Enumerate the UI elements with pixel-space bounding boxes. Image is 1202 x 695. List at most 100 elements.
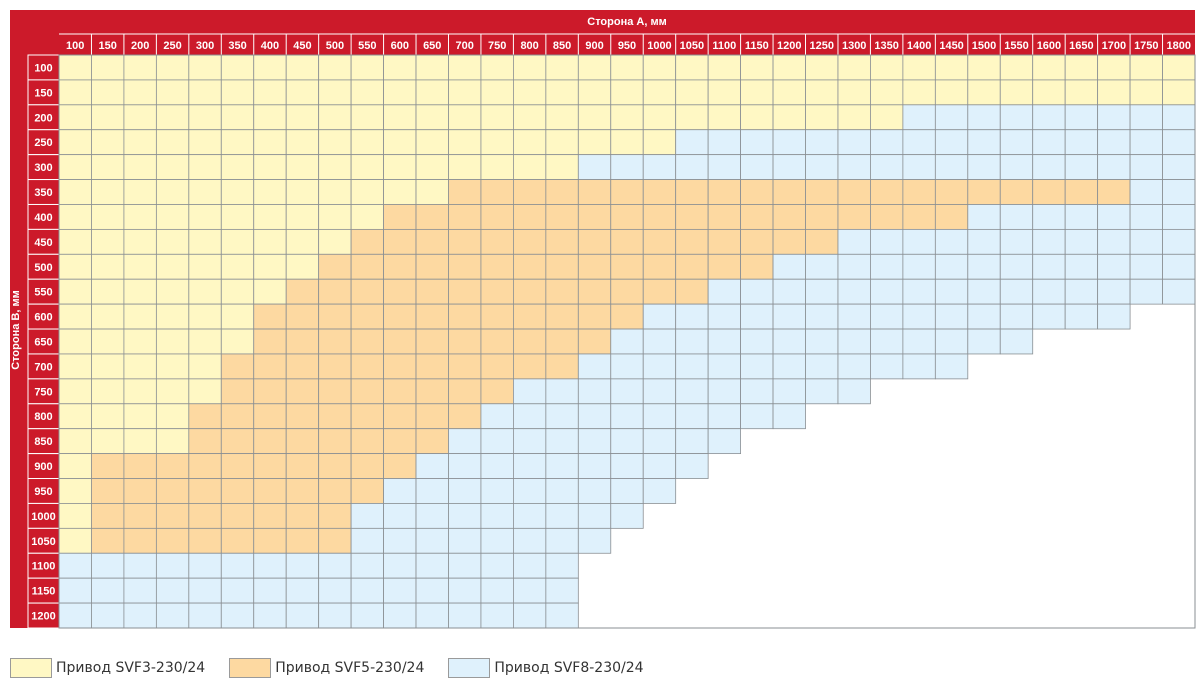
cell-svf5	[513, 204, 547, 230]
cell-svf3	[58, 104, 92, 131]
row-label: 650	[34, 337, 52, 349]
cell-svf3	[188, 129, 222, 156]
cell-svf8	[1162, 278, 1196, 305]
cell-svf5	[870, 179, 904, 205]
cell-svf5	[480, 278, 514, 305]
cell-svf8	[934, 154, 969, 180]
row-label-cell	[27, 104, 60, 131]
cell-svf5	[675, 253, 709, 280]
column-label: 450	[293, 40, 311, 52]
cell-svf8	[1129, 179, 1163, 205]
cell-svf3	[155, 228, 190, 255]
cell-svf8	[967, 278, 1001, 305]
cell-svf3	[58, 129, 92, 156]
column-label: 1200	[777, 40, 801, 52]
cell-svf5	[318, 527, 352, 554]
cell-svf5	[415, 428, 449, 455]
cell-svf8	[675, 303, 709, 330]
cell-svf3	[155, 104, 190, 131]
cell-svf5	[318, 478, 352, 504]
cell-svf8	[480, 527, 514, 554]
cell-svf8	[999, 278, 1034, 305]
cell-svf3	[58, 228, 92, 255]
cell-svf3	[480, 54, 514, 81]
cell-svf3	[285, 179, 320, 205]
cell-svf8	[642, 403, 677, 430]
cell-svf8	[480, 602, 514, 629]
cell-svf3	[707, 54, 742, 81]
cell-svf5	[350, 378, 384, 405]
cell-svf8	[902, 278, 936, 305]
cell-svf8	[1162, 228, 1196, 255]
cell-svf3	[58, 403, 92, 430]
cell-svf8	[1064, 154, 1099, 180]
cell-svf3	[155, 353, 190, 380]
cell-svf5	[318, 428, 352, 455]
cell-svf5	[837, 179, 871, 205]
cell-svf5	[675, 204, 709, 230]
row-label: 1100	[32, 561, 56, 573]
cell-svf8	[1032, 303, 1066, 330]
cell-svf5	[285, 328, 320, 355]
cell-svf8	[999, 104, 1034, 131]
cell-svf5	[253, 378, 287, 405]
cell-svf3	[610, 104, 644, 131]
cell-svf3	[415, 54, 449, 81]
column-label: 1050	[680, 40, 704, 52]
cell-svf3	[188, 328, 222, 355]
cell-svf5	[513, 228, 547, 255]
cell-svf5	[155, 478, 190, 504]
cell-svf8	[448, 503, 482, 529]
cell-svf3	[123, 204, 157, 230]
cell-svf5	[383, 253, 417, 280]
cell-svf5	[999, 179, 1034, 205]
cell-svf8	[448, 577, 482, 604]
cell-svf5	[285, 403, 320, 430]
cell-svf3	[220, 129, 255, 156]
cell-svf3	[934, 79, 969, 106]
cell-svf5	[91, 453, 125, 479]
cell-svf3	[805, 104, 839, 131]
legend-item-svf5: Привод SVF5-230/24	[229, 658, 424, 678]
cell-svf8	[155, 602, 190, 629]
column-label: 1250	[810, 40, 834, 52]
cell-svf8	[902, 129, 936, 156]
cell-svf3	[675, 104, 709, 131]
cell-svf8	[577, 353, 612, 380]
cell-svf3	[123, 54, 157, 81]
column-label: 1450	[939, 40, 963, 52]
cell-svf8	[577, 428, 612, 455]
cell-svf8	[1032, 154, 1066, 180]
cell-svf8	[610, 478, 644, 504]
cell-svf8	[448, 527, 482, 554]
cell-svf5	[545, 303, 579, 330]
cell-svf3	[740, 54, 774, 81]
cell-svf8	[805, 378, 839, 405]
cell-svf8	[1064, 228, 1099, 255]
cell-svf8	[318, 577, 352, 604]
cell-svf3	[772, 54, 806, 81]
cell-svf8	[772, 378, 806, 405]
cell-svf8	[805, 353, 839, 380]
row-label: 700	[34, 361, 52, 373]
cell-svf8	[513, 527, 547, 554]
cell-svf8	[805, 303, 839, 330]
cell-svf8	[675, 353, 709, 380]
cell-svf8	[285, 602, 320, 629]
cell-svf8	[1129, 228, 1163, 255]
cell-svf5	[383, 328, 417, 355]
cell-svf3	[123, 179, 157, 205]
cell-svf3	[350, 104, 384, 131]
cell-svf3	[253, 129, 287, 156]
cell-svf8	[577, 453, 612, 479]
cell-svf3	[188, 204, 222, 230]
cell-svf3	[220, 79, 255, 106]
cell-svf5	[448, 179, 482, 205]
cell-svf8	[350, 503, 384, 529]
cell-svf8	[642, 303, 677, 330]
cell-svf5	[707, 228, 742, 255]
cell-svf3	[155, 154, 190, 180]
column-label: 1350	[874, 40, 898, 52]
cell-svf8	[577, 403, 612, 430]
cell-svf5	[318, 278, 352, 305]
